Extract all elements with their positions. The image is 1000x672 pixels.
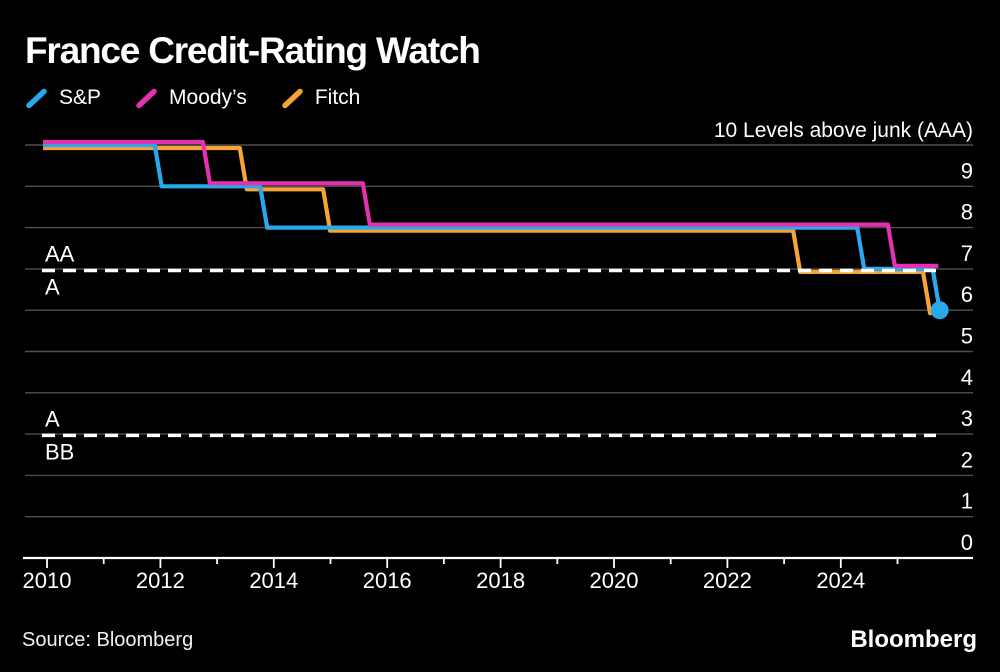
legend-label-sp: S&P [59, 86, 102, 109]
x-axis-label-2022: 2022 [703, 568, 752, 593]
fitch-slash-icon [282, 88, 303, 108]
x-axis-label-2012: 2012 [136, 568, 185, 593]
rating-boundary-label-above-0: AA [45, 242, 75, 267]
y-axis-label-4: 4 [961, 365, 973, 390]
series-line-fitch [43, 145, 933, 316]
x-axis-label-2010: 2010 [23, 568, 72, 593]
rating-boundary-label-below-1: BB [45, 439, 74, 464]
x-axis-label-2018: 2018 [476, 568, 525, 593]
x-axis-label-2014: 2014 [249, 568, 298, 593]
legend-label-moodys: Moody’s [169, 86, 247, 109]
x-axis-label-2024: 2024 [816, 568, 865, 593]
page-title: France Credit-Rating Watch [25, 30, 481, 71]
legend-item-moodys: Moody’s [135, 86, 247, 110]
source-caption: Source: Bloomberg [22, 629, 194, 651]
y-axis-label-0: 0 [961, 530, 973, 555]
legend-label-fitch: Fitch [314, 86, 361, 109]
sp-slash-icon [26, 88, 47, 108]
y-axis-label-6: 6 [961, 282, 973, 307]
legend-item-sp: S&P [25, 86, 101, 110]
y-axis-label-9: 9 [961, 158, 973, 183]
x-axis-label-2020: 2020 [590, 568, 639, 593]
moodys-slash-icon [136, 88, 157, 108]
y-axis-label-5: 5 [961, 324, 973, 349]
chart-legend: S&P Moody’s Fitch [25, 86, 360, 110]
y-axis-label-7: 7 [961, 241, 973, 266]
x-axis-label-2016: 2016 [363, 568, 412, 593]
y-axis-label-2: 2 [961, 447, 973, 472]
y-axis-label-1: 1 [961, 489, 973, 514]
legend-item-fitch: Fitch [281, 86, 361, 110]
rating-boundary-label-below-0: A [45, 275, 60, 300]
latest-downgrade-dot [930, 301, 949, 320]
bloomberg-logo: Bloomberg [850, 626, 977, 653]
rating-boundary-label-above-1: A [45, 406, 60, 431]
y-axis-label-8: 8 [961, 200, 973, 225]
y-axis-label-3: 3 [961, 406, 973, 431]
series-line-moodys [43, 139, 939, 268]
axis-unit-annotation: 10 Levels above junk (AAA) [714, 119, 973, 142]
